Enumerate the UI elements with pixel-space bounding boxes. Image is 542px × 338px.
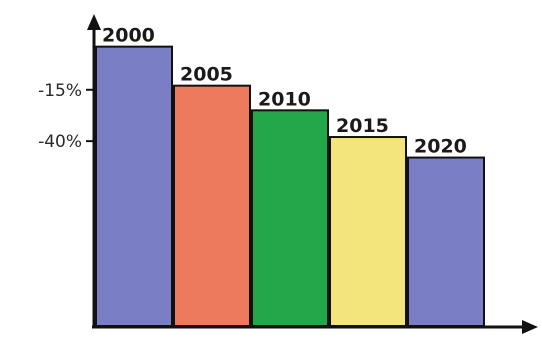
bar-labels-group: 2000 2005 2010 2015 2020	[102, 25, 467, 158]
bar-label-2015: 2015	[336, 115, 389, 137]
bar-2000	[95, 45, 173, 327]
bars-group	[95, 45, 485, 327]
bar-label-2010: 2010	[258, 88, 311, 110]
bar-2010	[251, 109, 329, 327]
y-ticks-group: -15% -40%	[38, 81, 94, 152]
bar-2020	[407, 156, 485, 327]
y-tick-label: -15%	[38, 81, 82, 101]
bar-2015	[329, 136, 407, 327]
y-tick-label: -40%	[38, 132, 82, 152]
bar-label-2000: 2000	[102, 25, 155, 47]
bar-label-2005: 2005	[180, 64, 233, 86]
bar-2005	[173, 84, 251, 327]
y-axis-arrow	[87, 14, 101, 30]
bar-label-2020: 2020	[414, 136, 467, 158]
x-axis-arrow	[522, 320, 538, 334]
